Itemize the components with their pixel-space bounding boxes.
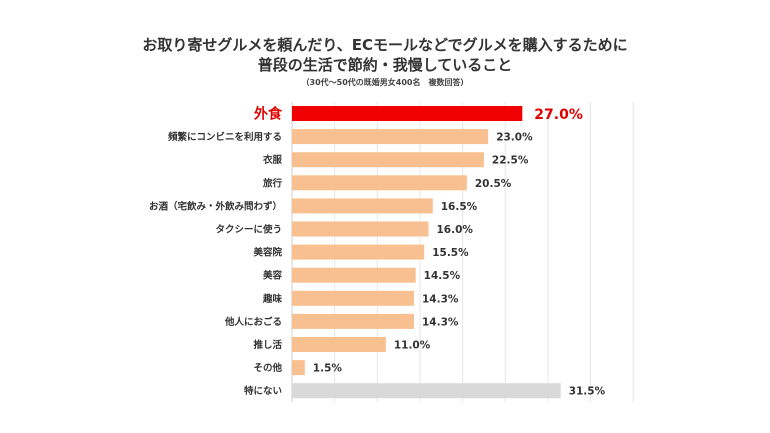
value-label: 20.5% — [475, 178, 512, 190]
value-label: 14.3% — [422, 293, 459, 305]
bar — [292, 221, 429, 237]
category-label: 衣服 — [263, 154, 283, 166]
category-label: 旅行 — [263, 177, 283, 189]
category-label: お酒（宅飲み・外飲み問わず） — [149, 200, 282, 212]
category-label: 外食 — [254, 106, 283, 123]
category-label: タクシーに使う — [215, 224, 282, 236]
bar — [292, 337, 386, 352]
value-label: 23.0% — [496, 132, 533, 144]
value-label: 27.0% — [534, 107, 583, 123]
bar — [292, 152, 484, 168]
value-label: 11.0% — [394, 340, 431, 352]
category-label: 美容 — [262, 270, 283, 282]
category-label: 趣味 — [262, 293, 283, 305]
value-label: 22.5% — [492, 155, 529, 167]
category-label: 美容院 — [252, 247, 282, 259]
bar — [292, 106, 523, 121]
chart-subtitle: （30代〜50代の既婚男女400名 複数回答） — [301, 78, 469, 87]
category-label: 頻繁にコンビニを利用する — [168, 131, 282, 143]
category-label: 特にない — [244, 385, 282, 397]
value-label: 16.5% — [441, 201, 478, 213]
value-label: 14.3% — [422, 316, 459, 328]
category-label: 他人におごる — [224, 316, 282, 328]
category-label: その他 — [253, 362, 282, 374]
value-label: 14.5% — [424, 270, 461, 282]
bar — [292, 360, 305, 376]
bar — [292, 129, 489, 145]
bar — [292, 313, 414, 329]
value-label: 1.5% — [313, 363, 343, 375]
bar — [292, 383, 561, 399]
bar — [292, 244, 425, 260]
value-label: 16.0% — [436, 224, 473, 236]
bar — [292, 267, 416, 283]
value-label: 15.5% — [432, 247, 469, 259]
chart-title-line1: お取り寄せグルメを頼んだり、ECモールなどでグルメを購入するために — [142, 36, 628, 54]
bar — [292, 290, 414, 306]
category-label: 推し活 — [253, 339, 282, 351]
value-label: 31.5% — [569, 386, 606, 398]
bar — [292, 175, 467, 191]
bar — [292, 198, 433, 214]
chart-title-line2: 普段の生活で節約・我慢していること — [257, 56, 513, 74]
